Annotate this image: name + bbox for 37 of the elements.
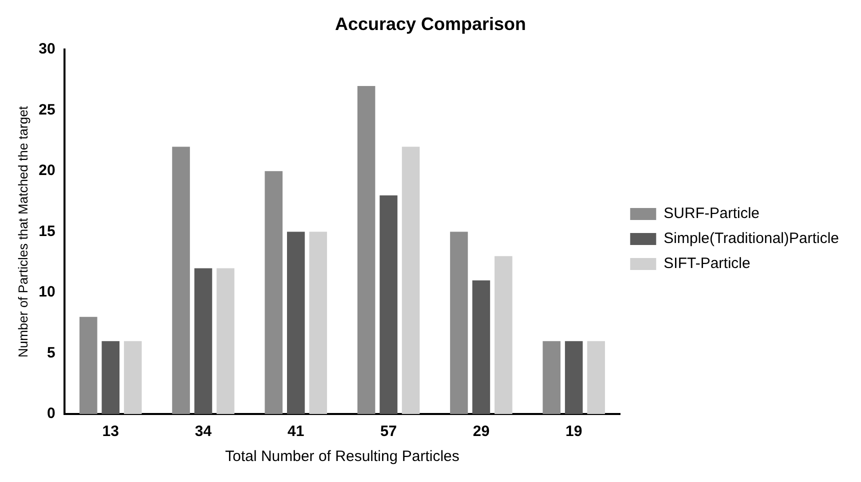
bar bbox=[172, 146, 190, 414]
x-tick-label: 13 bbox=[102, 423, 119, 440]
bar bbox=[194, 268, 212, 414]
legend-label: Simple(Traditional)Particle bbox=[664, 230, 840, 248]
bar bbox=[380, 195, 398, 414]
legend-label: SIFT-Particle bbox=[664, 255, 750, 272]
bar bbox=[402, 146, 420, 414]
x-tick-label: 41 bbox=[288, 423, 304, 440]
y-tick-label: 0 bbox=[46, 405, 56, 422]
bar bbox=[124, 341, 142, 414]
bar bbox=[494, 256, 512, 414]
bar bbox=[287, 232, 305, 414]
y-tick-label: 15 bbox=[38, 222, 56, 240]
bar bbox=[79, 316, 98, 414]
y-tick-label: 30 bbox=[38, 40, 56, 58]
bar bbox=[102, 341, 120, 414]
y-tick-label: 5 bbox=[46, 344, 56, 362]
bar bbox=[564, 341, 583, 414]
bar bbox=[542, 341, 560, 414]
y-tick-label: 20 bbox=[38, 162, 56, 180]
bar bbox=[264, 171, 283, 414]
bar bbox=[216, 268, 234, 414]
x-tick-label: 34 bbox=[194, 423, 212, 440]
bar bbox=[587, 341, 605, 414]
y-tick-label: 10 bbox=[38, 284, 56, 301]
x-tick-label: 29 bbox=[472, 423, 490, 440]
x-axis-title: Total Number of Resulting Particles bbox=[225, 448, 460, 466]
bar bbox=[472, 280, 490, 414]
bar bbox=[450, 232, 468, 414]
x-tick-label: 19 bbox=[566, 423, 582, 440]
legend-label: SURF-Particle bbox=[664, 205, 760, 222]
bar bbox=[357, 86, 376, 414]
bar bbox=[309, 232, 328, 414]
x-tick-label: 57 bbox=[380, 423, 397, 440]
chart-title: Accuracy Comparison bbox=[334, 14, 526, 34]
y-tick-label: 25 bbox=[38, 101, 56, 118]
y-axis-title: Number of Particles that Matched the target bbox=[15, 106, 30, 358]
